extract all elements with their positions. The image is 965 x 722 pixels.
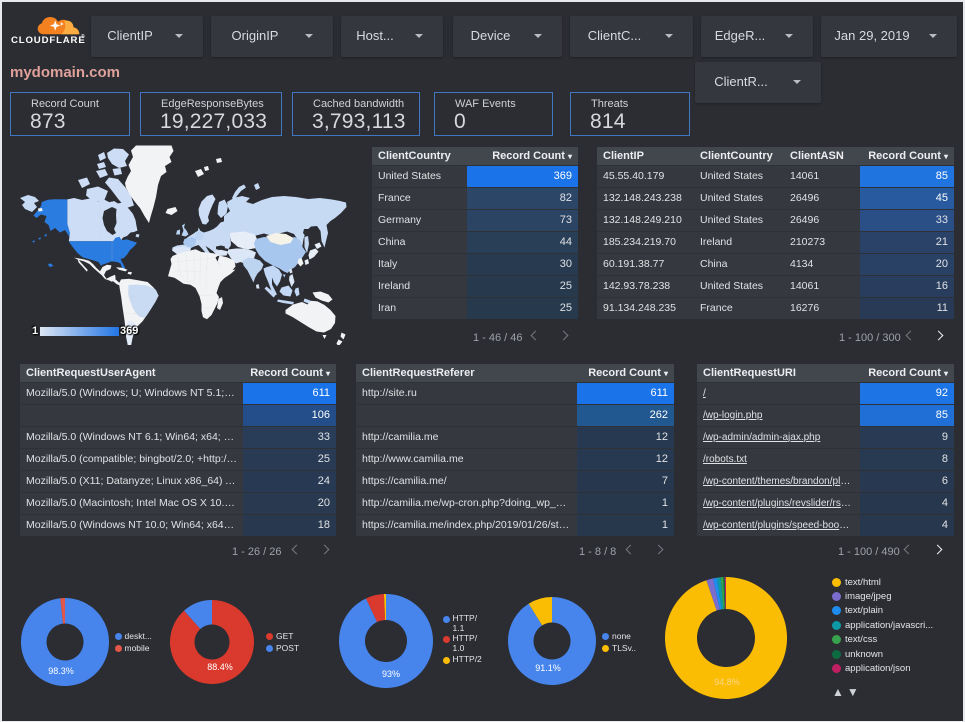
svg-text:CLOUDFLARE: CLOUDFLARE xyxy=(11,35,86,46)
svg-text:®: ® xyxy=(81,33,85,40)
